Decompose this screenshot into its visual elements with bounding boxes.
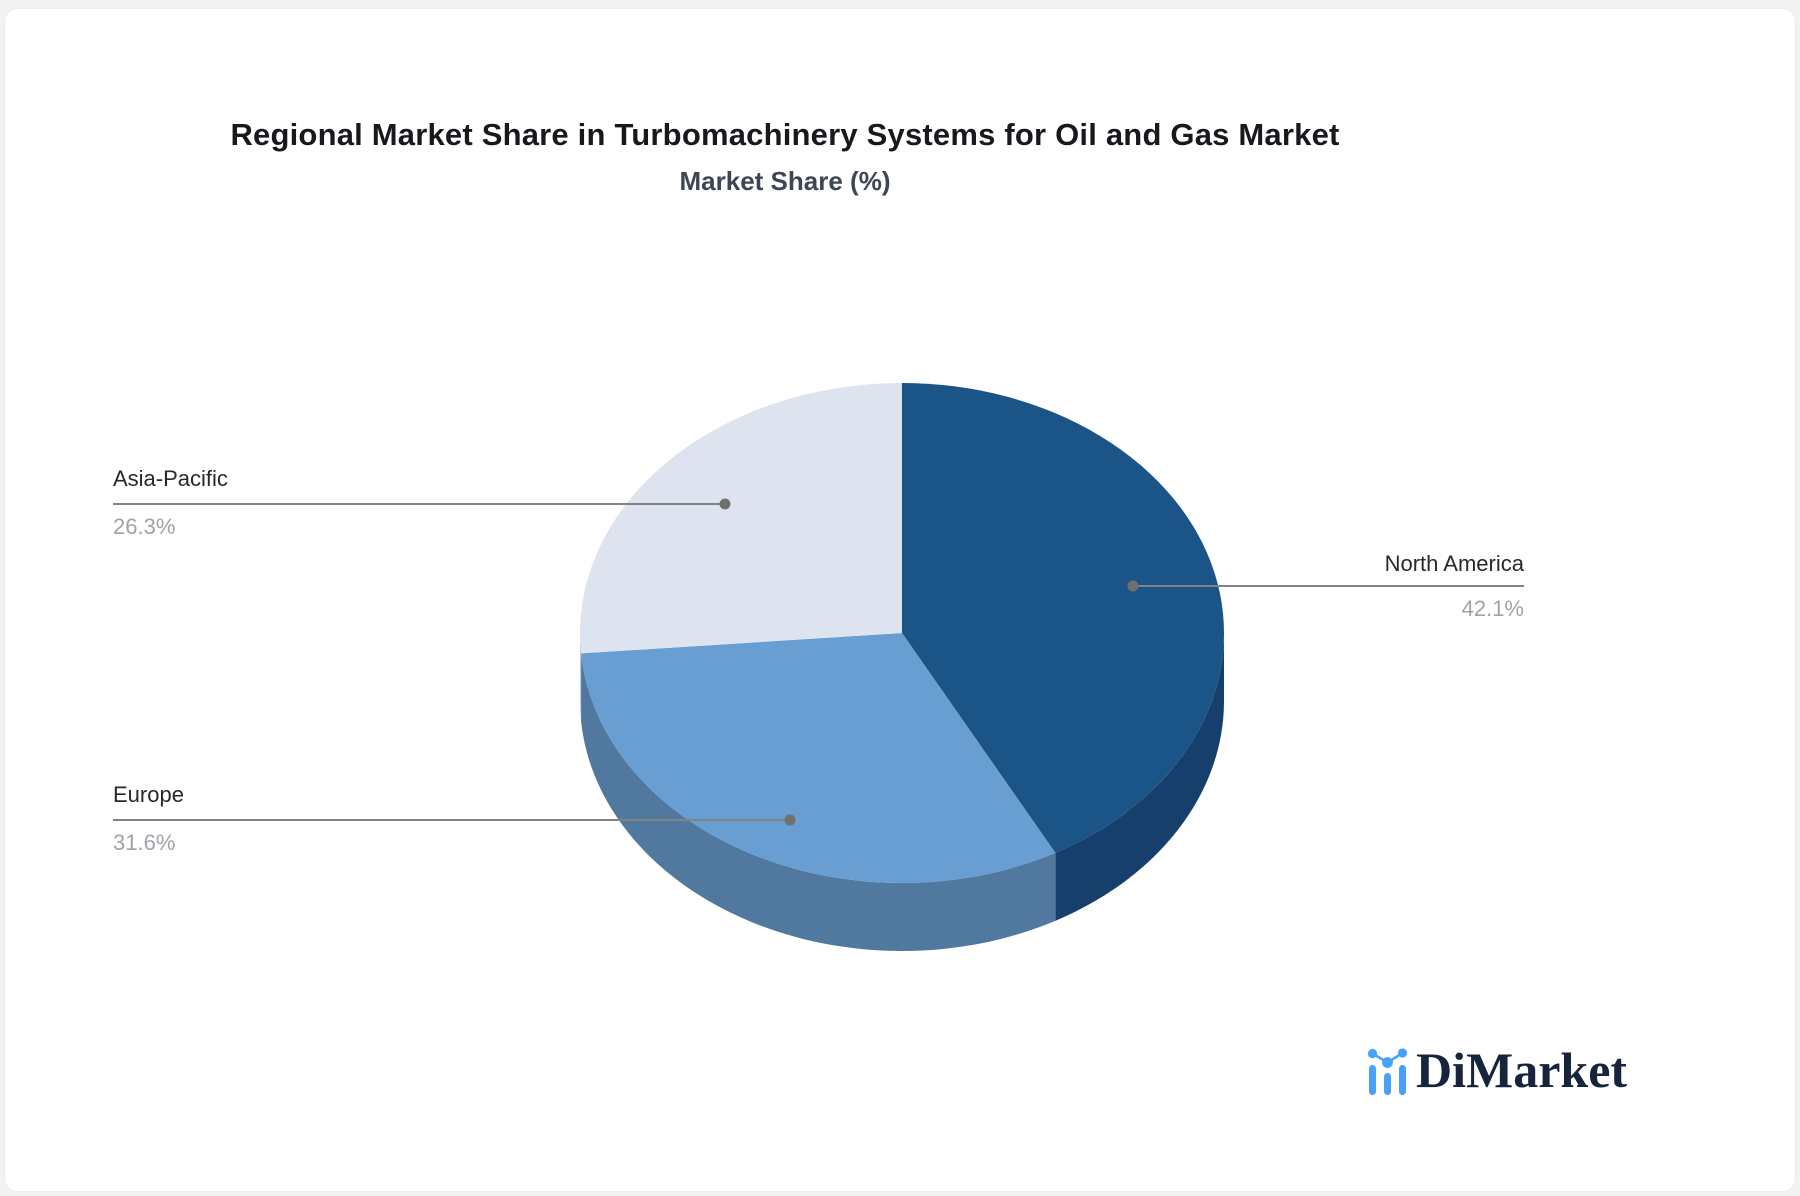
- slice-pct-north-america: 42.1%: [1461, 596, 1524, 621]
- chart-title: Regional Market Share in Turbomachinery …: [230, 117, 1340, 152]
- leader-dot-north-america: [1127, 580, 1139, 592]
- slice-pct-asia-pacific: 26.3%: [113, 514, 176, 539]
- leader-dot-europe: [784, 814, 796, 826]
- chart-subtitle: Market Share (%): [679, 166, 891, 196]
- slice-label-north-america: North America: [1384, 551, 1524, 576]
- slice-label-europe: Europe: [113, 782, 184, 807]
- dimarket-logo-text: DiMarket: [1416, 1042, 1628, 1098]
- leader-dot-asia-pacific: [719, 498, 731, 510]
- pie-side-europe[interactable]: [581, 653, 1056, 951]
- pie-side-north-america[interactable]: [1055, 633, 1224, 921]
- slice-pct-europe: 31.6%: [113, 830, 176, 855]
- pie-slice-asia-pacific[interactable]: [580, 383, 902, 654]
- pie-slice-north-america[interactable]: [902, 383, 1225, 853]
- slice-label-asia-pacific: Asia-Pacific: [113, 466, 228, 491]
- dimarket-logo[interactable]: DiMarket: [1364, 1042, 1664, 1102]
- pie-side-asia-pacific[interactable]: [580, 633, 582, 722]
- bar-line-chart-icon: [1367, 1048, 1408, 1095]
